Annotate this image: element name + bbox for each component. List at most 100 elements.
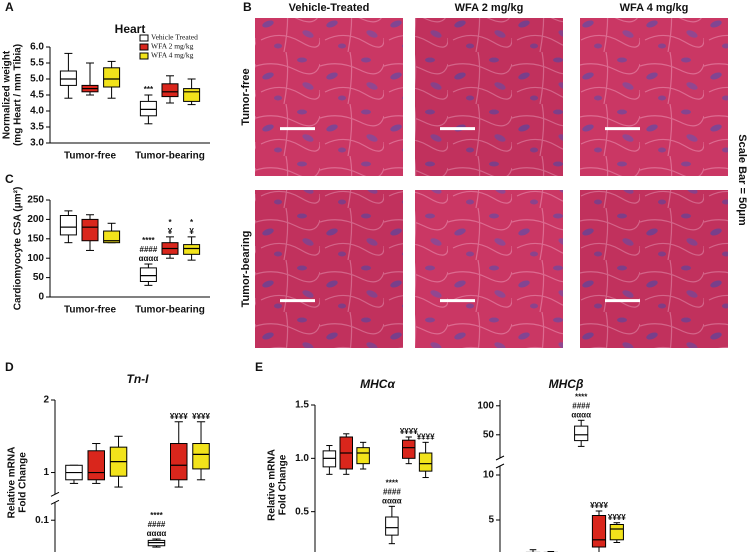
- y-tick-label: 100: [477, 400, 494, 411]
- significance-mark: ****: [150, 511, 163, 520]
- y-axis-label: Relative mRNA: [7, 447, 18, 519]
- y-tick-label: 5.0: [30, 74, 44, 85]
- legend-swatch: [139, 34, 149, 42]
- chart-title: MHCα: [360, 377, 395, 391]
- column-header: Vehicle-Treated: [289, 2, 370, 14]
- significance-mark: ¥¥¥¥: [400, 427, 418, 436]
- box: [356, 447, 370, 465]
- box: [103, 67, 121, 88]
- chart: 3.0 3.5 4.0 4.5 5.0 5.5 6.0 A Heart Normalized we…: [2, 0, 210, 162]
- y-tick-label: 5: [488, 515, 494, 526]
- y-tick-label: 4.0: [30, 106, 44, 117]
- histology-image: [255, 190, 403, 348]
- box: [170, 443, 188, 481]
- y-tick-label: 4.5: [30, 90, 44, 101]
- y-tick-label: 250: [27, 195, 44, 206]
- image-shade: [255, 190, 403, 348]
- box: [402, 439, 416, 459]
- box: [59, 215, 77, 236]
- significance-mark: ****: [386, 478, 399, 487]
- y-tick-label: 10: [483, 470, 495, 481]
- box: [81, 218, 99, 242]
- significance-mark: αααα: [139, 254, 159, 263]
- image-shade: [580, 190, 728, 348]
- box: [183, 244, 201, 255]
- y-tick-label: 0.5: [295, 506, 309, 517]
- legend-swatch: [139, 43, 149, 51]
- box: [418, 452, 433, 472]
- histology-image: [415, 18, 563, 176]
- significance-mark: ####: [140, 245, 158, 254]
- legend-label: Vehicle Treated: [151, 33, 198, 42]
- chart: 051050100MHCβTumor-freeTumor-bearing****…: [477, 377, 626, 557]
- box: [574, 425, 589, 442]
- significance-mark: ¥¥¥¥: [192, 412, 210, 421]
- x-tick-label: Tumor-bearing: [135, 151, 205, 162]
- axis-break: [495, 463, 505, 469]
- image-shade: [255, 18, 403, 176]
- significance-mark: ¥¥¥¥: [170, 412, 188, 421]
- chart-title: Tn-I: [127, 372, 150, 386]
- image-shade: [580, 18, 728, 176]
- y-axis-label: Cardiomyocyte CSA (μm²): [13, 187, 24, 311]
- significance-mark: ¥¥¥¥: [590, 501, 608, 510]
- y-axis-label: Normalized weight: [2, 50, 13, 139]
- column-header: WFA 2 mg/kg: [455, 2, 524, 14]
- histology-image: [255, 18, 403, 176]
- y-tick-label: 0.1: [35, 515, 49, 526]
- panel-letter: E: [255, 360, 263, 374]
- box: [385, 516, 399, 536]
- legend-swatch: [139, 52, 149, 60]
- image-shade: [415, 18, 563, 176]
- significance-mark: ****: [575, 392, 588, 401]
- significance-mark: ***: [144, 85, 154, 94]
- significance-mark: ¥: [189, 227, 194, 236]
- histology-image: [580, 190, 728, 348]
- axis-break: [50, 491, 60, 497]
- box: [183, 88, 201, 102]
- box: [103, 230, 121, 244]
- axis-break: [495, 455, 505, 461]
- significance-mark: ****: [142, 236, 155, 245]
- scale-note: Scale Bar = 50μm: [736, 134, 748, 226]
- histology-image: [580, 18, 728, 176]
- box: [591, 515, 607, 548]
- histology-panel: B Vehicle-Treated WFA 2 mg/kg WFA 4 mg/kg T…: [240, 0, 748, 348]
- y-tick-label: 1.5: [295, 400, 309, 411]
- y-tick-label: 50: [483, 429, 495, 440]
- y-tick-label: 5.5: [30, 58, 44, 69]
- column-header: WFA 4 mg/kg: [620, 2, 689, 14]
- histology-image: [415, 190, 563, 348]
- y-tick-label: 6.0: [30, 42, 44, 53]
- y-tick-label: 3.0: [30, 138, 44, 149]
- panel-letter: A: [5, 0, 14, 14]
- box: [139, 100, 157, 117]
- panel-letter: C: [5, 172, 14, 186]
- significance-mark: ¥¥¥¥: [417, 432, 435, 441]
- y-axis-label: Fold Change: [18, 452, 29, 513]
- x-tick-label: Tumor-bearing: [135, 305, 205, 316]
- y-axis-label: Relative mRNA: [267, 449, 278, 521]
- chart-title: Heart: [115, 22, 146, 36]
- y-tick-label: 50: [33, 272, 45, 283]
- x-tick-label: Tumor-free: [64, 305, 116, 316]
- significance-mark: αααα: [147, 529, 167, 538]
- significance-mark: αααα: [382, 496, 402, 505]
- y-axis-label: (mg Heart / mm Tibia): [13, 44, 24, 146]
- significance-mark: ####: [572, 401, 590, 410]
- box: [139, 267, 157, 282]
- panel-letter: B: [243, 0, 252, 14]
- significance-mark: *: [190, 218, 194, 227]
- row-label: Tumor-free: [240, 68, 252, 125]
- y-tick-label: 2: [43, 395, 49, 406]
- y-tick-label: 200: [27, 214, 44, 225]
- box: [192, 443, 210, 470]
- y-tick-label: 3.5: [30, 122, 44, 133]
- significance-mark: ¥¥¥¥: [608, 513, 626, 522]
- x-tick-label: Tumor-free: [64, 151, 116, 162]
- box: [59, 70, 77, 86]
